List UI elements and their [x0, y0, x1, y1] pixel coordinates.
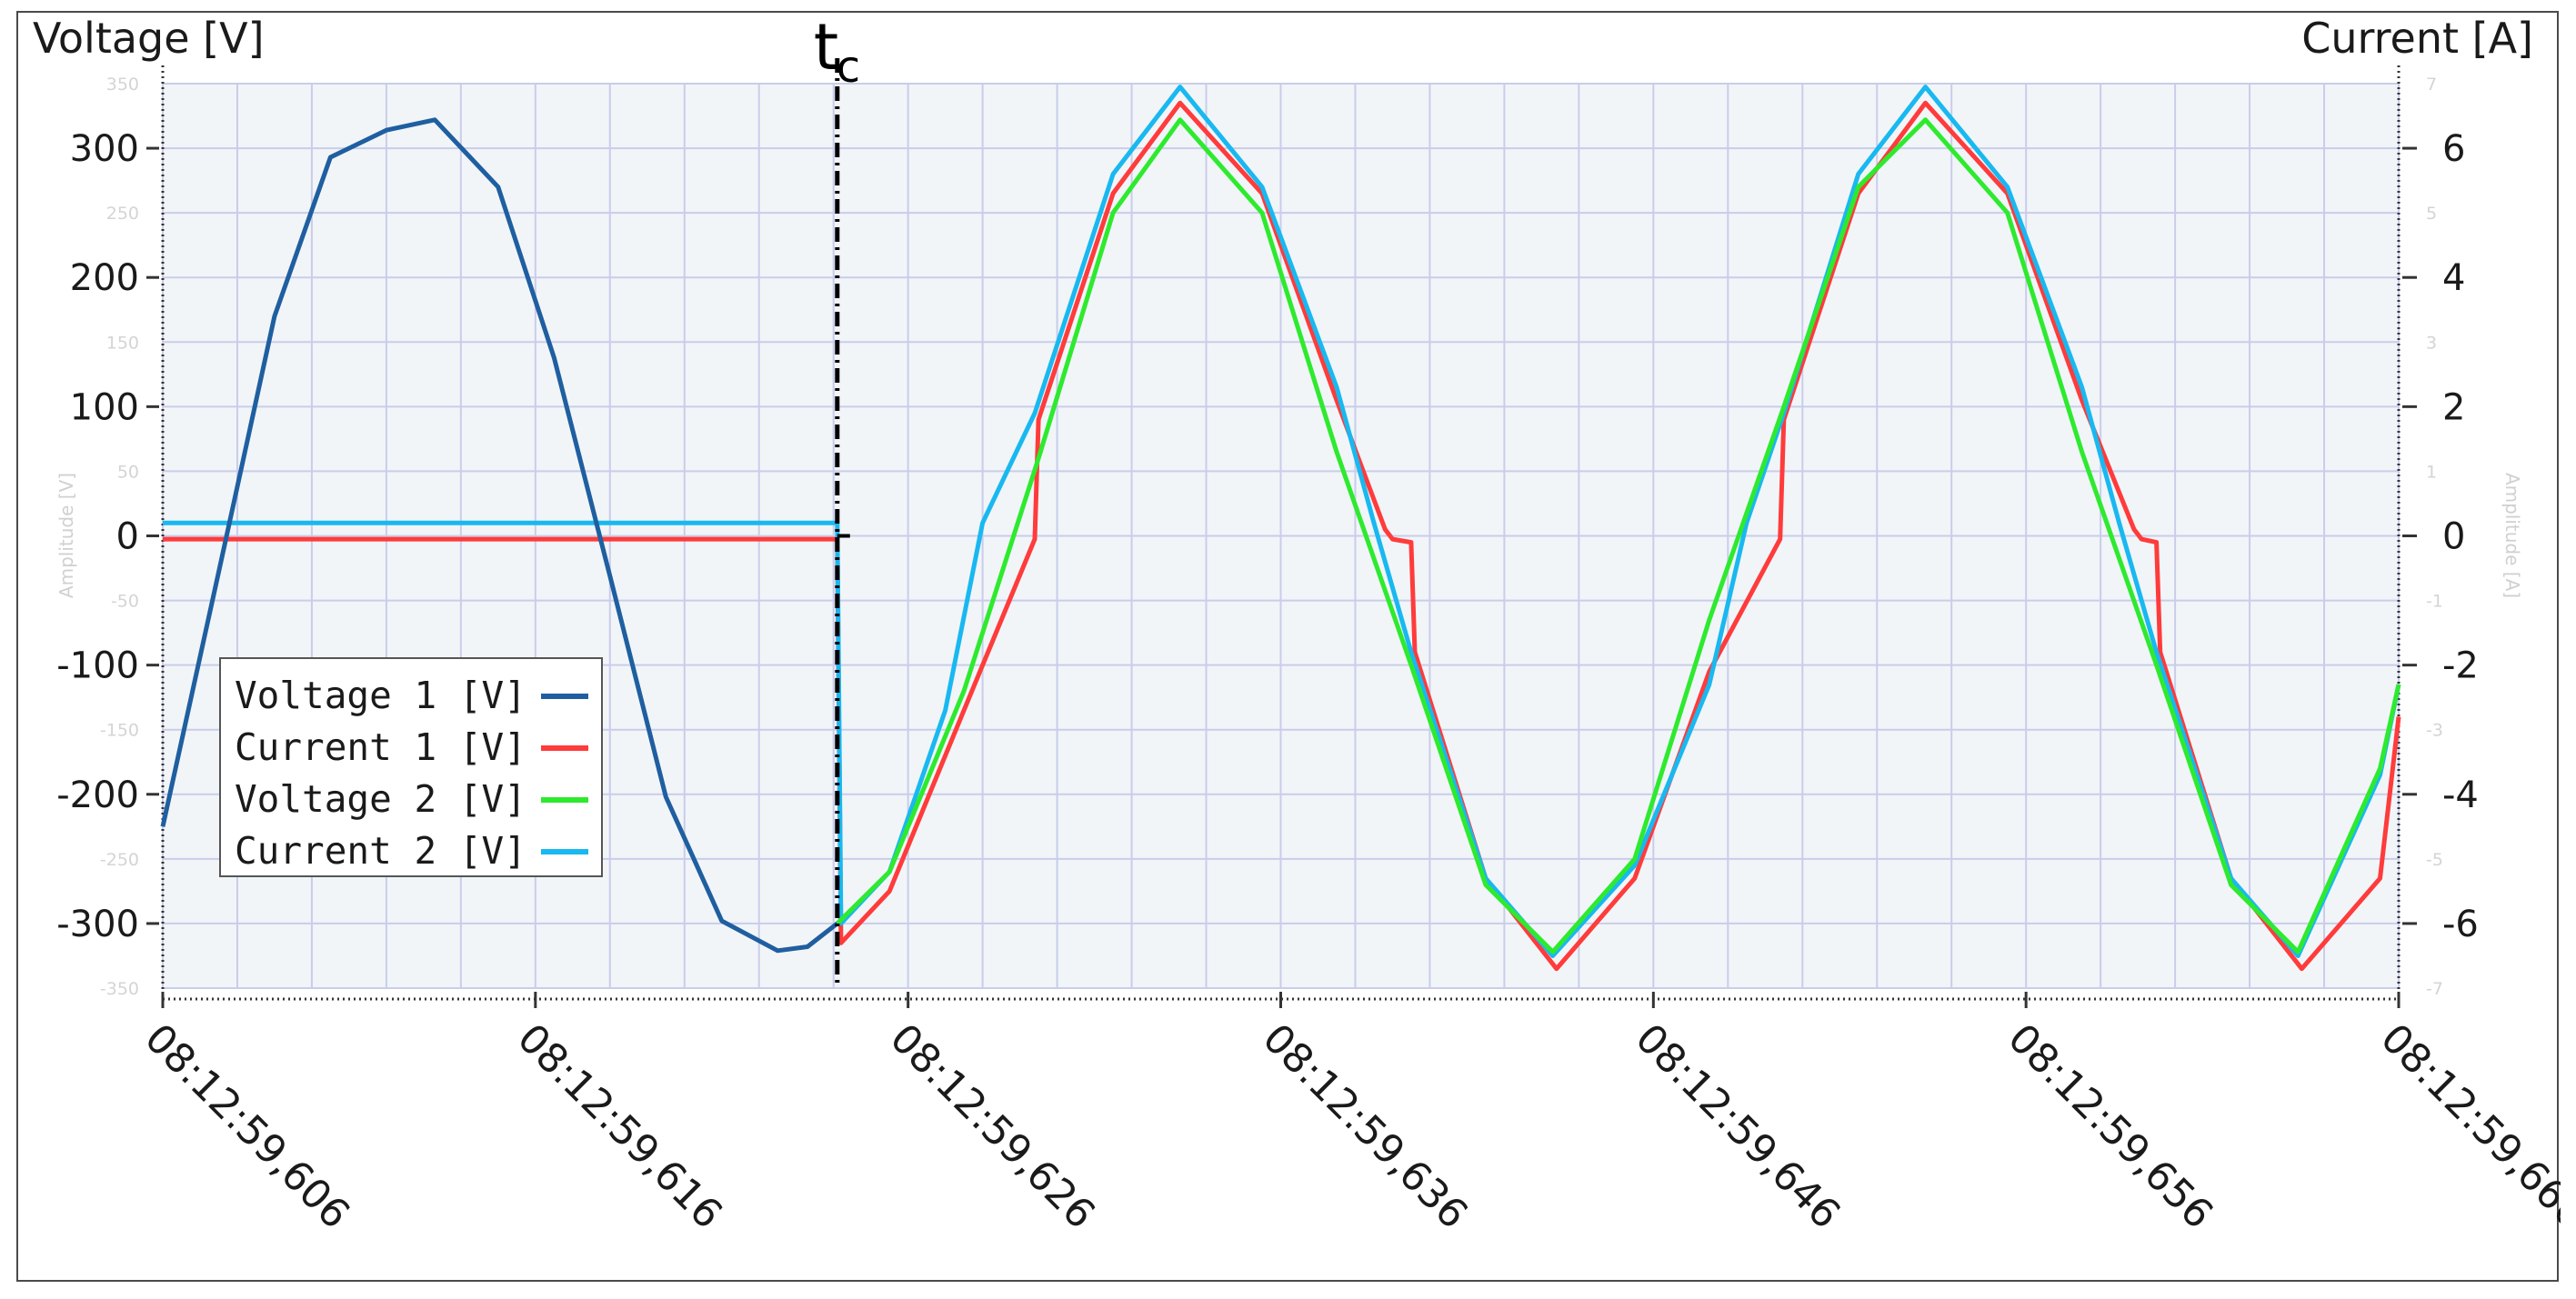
y-left-tick-label: -200	[56, 774, 139, 816]
y-right-tick-label: -2	[2442, 645, 2479, 687]
y-right-minor-label: 1	[2426, 462, 2437, 482]
series-voltage-1	[160, 117, 839, 954]
series-current-1	[163, 100, 2401, 972]
chart-frame: 300 200 100 0 -100 -200 -300 350 250 150 50 -50 -150…	[16, 11, 2561, 1282]
x-tick-label: 08:12:59,646	[1627, 1015, 1849, 1238]
legend-label-voltage-2: Voltage 2 [V]	[235, 777, 526, 821]
series-current-2	[163, 85, 2401, 958]
y-right-minor-label: -5	[2426, 850, 2443, 870]
annotation-layer: tc	[814, 13, 860, 988]
y-right-minor-label: -1	[2426, 592, 2443, 612]
y-left-tick-label: 200	[70, 257, 139, 299]
y-left-minor-label: 150	[106, 333, 139, 353]
y-right-faint-title: Amplitude [A]	[2501, 473, 2523, 598]
y-left-tick-label: 300	[70, 128, 139, 170]
x-tick-label: 08:12:59,626	[881, 1015, 1104, 1238]
y-right-tick-label: -6	[2442, 904, 2479, 945]
y-left-minor-label: -150	[100, 721, 139, 741]
y-left-tick-label: -100	[56, 645, 139, 687]
y-right-tick-label: 6	[2442, 128, 2465, 170]
y-right-minor-label: 3	[2426, 333, 2437, 353]
oscilloscope-chart: 3002001000-100-200-30035025015050-50-150…	[33, 13, 2561, 1238]
y-left-tick-label: 100	[70, 386, 139, 428]
tc-marker-label: t	[814, 13, 838, 85]
tc-marker-subscript: c	[837, 42, 860, 93]
y-right-tick-label: -4	[2442, 774, 2479, 816]
legend-label-current-1: Current 1 [V]	[235, 725, 526, 769]
y-left-minor-label: 250	[106, 204, 139, 224]
y-left-minor-label: -250	[100, 850, 139, 870]
y-left-minor-label: -50	[111, 592, 139, 612]
series-voltage-2	[836, 117, 2401, 954]
y-left-minor-label: -350	[100, 979, 139, 999]
y-right-minor-label: -7	[2426, 979, 2443, 999]
y-left-tick-label: -300	[56, 904, 139, 945]
y-right-tick-label: 4	[2442, 257, 2465, 299]
y-right-axis-title: Current [A]	[2301, 14, 2533, 63]
y-left-axis-title: Voltage [V]	[33, 14, 265, 63]
y-right-tick-label: 2	[2442, 386, 2465, 428]
legend-box	[219, 657, 603, 877]
x-tick-label: 08:12:59,616	[508, 1015, 731, 1238]
legend-label-current-2: Current 2 [V]	[235, 829, 526, 873]
y-left-faint-title: Amplitude [V]	[55, 473, 77, 598]
y-left-tick-label: 0	[116, 516, 139, 558]
y-right-minor-label: 5	[2426, 204, 2437, 224]
x-tick-label: 08:12:59,606	[135, 1015, 358, 1238]
y-left-minor-label: 350	[106, 75, 139, 95]
series-layer	[160, 85, 2401, 972]
y-left-minor-label: 50	[117, 462, 139, 482]
legend: Voltage 1 [V] Current 1 [V] Voltage 2 [V…	[219, 657, 603, 877]
legend-label-voltage-1: Voltage 1 [V]	[235, 674, 526, 717]
y-right-minor-label: -3	[2426, 721, 2443, 741]
x-tick-label: 08:12:59,656	[1999, 1015, 2221, 1238]
y-right-tick-label: 0	[2442, 516, 2465, 558]
x-tick-label: 08:12:59,666	[2371, 1015, 2561, 1238]
x-tick-label: 08:12:59,636	[1254, 1015, 1477, 1238]
y-right-minor-label: 7	[2426, 75, 2437, 95]
